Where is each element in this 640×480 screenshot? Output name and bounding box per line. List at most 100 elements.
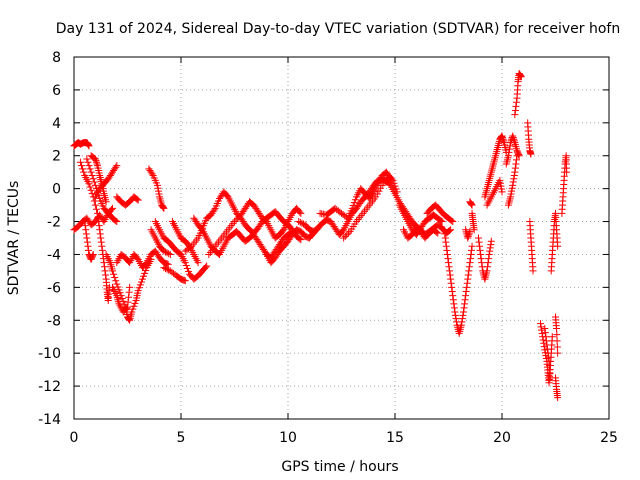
data-point	[186, 243, 194, 251]
data-point	[497, 182, 505, 190]
data-point	[507, 190, 515, 198]
data-point	[134, 287, 142, 295]
data-point	[91, 201, 99, 209]
data-point	[468, 201, 476, 209]
data-point	[94, 213, 102, 221]
data-point	[462, 287, 470, 295]
axis-ticks: 0 5 10 15 20 25 -14 -12 -10 -8 -6 -4 -2 0 2 4 6 8	[38, 50, 618, 446]
data-point	[466, 255, 474, 263]
data-point	[510, 171, 518, 179]
data-point	[443, 246, 451, 254]
data-point	[344, 229, 352, 237]
data-point	[163, 265, 171, 273]
data-point	[553, 337, 561, 345]
data-point	[447, 279, 455, 287]
y-tick-label: 6	[52, 83, 61, 99]
data-point	[517, 72, 525, 80]
data-point	[80, 168, 88, 176]
data-point	[134, 196, 142, 204]
data-point	[81, 218, 89, 226]
data-point	[442, 238, 450, 246]
data-point	[447, 226, 455, 234]
data-point	[446, 271, 454, 279]
data-point	[91, 155, 99, 163]
data-point	[448, 287, 456, 295]
data-point	[92, 157, 100, 165]
data-point	[100, 259, 108, 267]
data-point	[148, 170, 156, 178]
data-point	[141, 269, 149, 277]
data-point	[445, 263, 453, 271]
data-point	[459, 311, 467, 319]
data-point	[497, 185, 505, 193]
data-point	[543, 341, 551, 349]
data-point	[90, 178, 98, 186]
data-point	[110, 270, 118, 278]
data-point	[487, 237, 495, 245]
data-point	[161, 264, 169, 272]
data-point	[464, 232, 472, 240]
data-point	[297, 236, 305, 244]
data-point	[484, 259, 492, 267]
data-point	[350, 199, 358, 207]
data-point	[84, 158, 92, 166]
data-point	[153, 181, 161, 189]
data-point	[475, 238, 483, 246]
x-tick-label: 25	[600, 430, 618, 446]
data-point	[464, 234, 472, 242]
data-point	[544, 349, 552, 357]
data-point	[512, 98, 520, 106]
data-point	[297, 209, 305, 217]
y-tick-label: 0	[52, 182, 61, 198]
data-point	[460, 304, 468, 312]
data-point	[298, 219, 306, 227]
data-point	[340, 234, 348, 242]
data-point	[511, 111, 519, 119]
plot-frame	[73, 56, 610, 420]
data-point	[112, 217, 120, 225]
data-point	[553, 343, 561, 351]
data-point	[85, 142, 93, 150]
data-point	[512, 160, 520, 168]
data-point	[210, 206, 218, 214]
data-point	[442, 242, 450, 250]
data-point	[449, 218, 457, 226]
data-point	[160, 247, 168, 255]
data-point	[348, 204, 356, 212]
data-point	[509, 134, 517, 142]
y-tick-label: 8	[52, 50, 61, 66]
data-point	[87, 168, 95, 176]
data-point	[135, 284, 143, 292]
data-point	[466, 259, 474, 267]
data-point	[82, 226, 90, 234]
data-point	[537, 323, 545, 331]
data-point	[542, 333, 550, 341]
data-point	[451, 308, 459, 316]
data-point	[446, 227, 454, 235]
data-point	[461, 300, 469, 308]
data-point	[538, 326, 546, 334]
data-point	[95, 222, 103, 230]
data-point	[97, 238, 105, 246]
data-point	[100, 263, 108, 271]
data-point	[459, 308, 467, 316]
data-point	[505, 148, 513, 156]
y-tick-label: -12	[38, 379, 61, 395]
data-point	[343, 231, 351, 239]
data-point	[234, 214, 242, 222]
data-point	[155, 187, 163, 195]
data-point	[102, 271, 110, 279]
data-point	[451, 311, 459, 319]
data-point	[89, 250, 97, 258]
y-tick-label: -4	[47, 247, 61, 263]
data-point	[537, 320, 545, 328]
data-point	[448, 283, 456, 291]
data-point	[98, 246, 106, 254]
data-point	[128, 308, 136, 316]
data-point	[468, 242, 476, 250]
data-point	[88, 171, 96, 179]
data-point	[136, 281, 144, 289]
data-point	[96, 226, 104, 234]
data-point	[507, 193, 515, 201]
data-point	[97, 234, 105, 242]
